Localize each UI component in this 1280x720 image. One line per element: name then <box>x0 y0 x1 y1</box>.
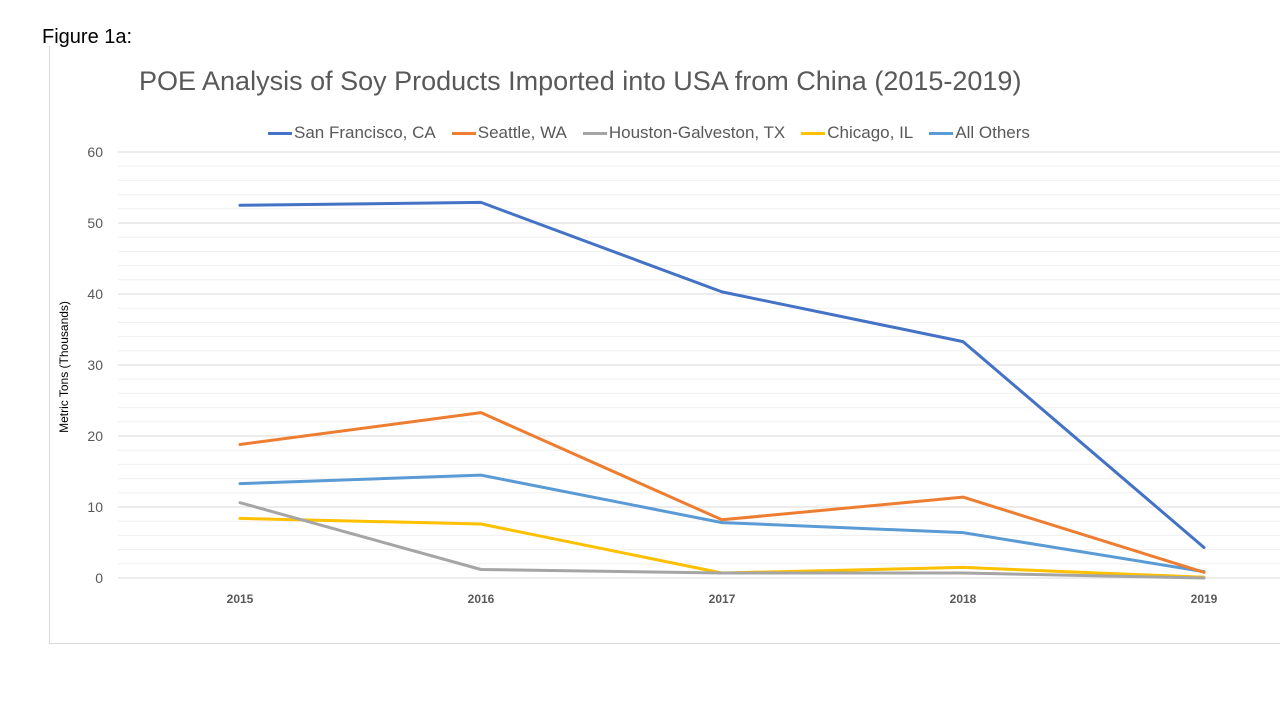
x-tick-label: 2015 <box>227 592 254 606</box>
legend-swatch-san-francisco <box>268 131 292 135</box>
legend-label-san-francisco: San Francisco, CA <box>294 123 436 142</box>
legend-item-san-francisco: San Francisco, CA <box>268 123 436 143</box>
series-line-all-others <box>238 473 1206 574</box>
legend-label-chicago: Chicago, IL <box>827 123 914 142</box>
chart-title: POE Analysis of Soy Products Imported in… <box>139 66 1022 96</box>
series-line-seattle-wa <box>238 411 1206 574</box>
legend-label-all-others: All Others <box>955 123 1030 142</box>
legend-item-houston: Houston-Galveston, TX <box>582 123 786 143</box>
legend-label-seattle: Seattle, WA <box>477 123 567 142</box>
series-line-san-francisco-ca <box>238 200 1206 549</box>
x-tick-label: 2019 <box>1191 592 1218 606</box>
y-tick-label: 30 <box>87 357 103 373</box>
legend-label-houston: Houston-Galveston, TX <box>608 123 786 142</box>
figure-label: Figure 1a: <box>42 26 133 48</box>
x-tick-label: 2016 <box>468 592 495 606</box>
y-axis-ticks: 0 10 20 30 40 50 60 <box>87 144 103 586</box>
series-lines <box>238 200 1206 580</box>
legend-item-chicago: Chicago, IL <box>801 123 913 143</box>
y-tick-label: 40 <box>87 286 103 302</box>
gridlines <box>118 151 1280 579</box>
legend-item-all-others: All Others <box>929 123 1030 143</box>
y-tick-label: 60 <box>87 144 103 160</box>
y-tick-label: 20 <box>87 428 103 444</box>
legend-swatch-chicago <box>801 131 826 135</box>
series-line-houston-galveston-tx <box>238 501 1206 580</box>
y-tick-label: 10 <box>87 499 103 515</box>
y-tick-label: 0 <box>95 570 103 586</box>
x-tick-label: 2017 <box>709 592 736 606</box>
y-axis-label: Metric Tons (Thousands) <box>57 301 71 433</box>
chart-legend: San Francisco, CA Seattle, WA Houston-Ga… <box>268 123 1046 143</box>
legend-swatch-all-others <box>929 131 954 135</box>
legend-swatch-houston <box>582 131 607 135</box>
legend-swatch-seattle <box>451 131 476 135</box>
chart-frame <box>49 46 1280 644</box>
x-axis-ticks: 2015 2016 2017 2018 2019 <box>227 592 1218 606</box>
legend-item-seattle: Seattle, WA <box>451 123 567 143</box>
y-tick-label: 50 <box>87 215 103 231</box>
x-tick-label: 2018 <box>950 592 977 606</box>
